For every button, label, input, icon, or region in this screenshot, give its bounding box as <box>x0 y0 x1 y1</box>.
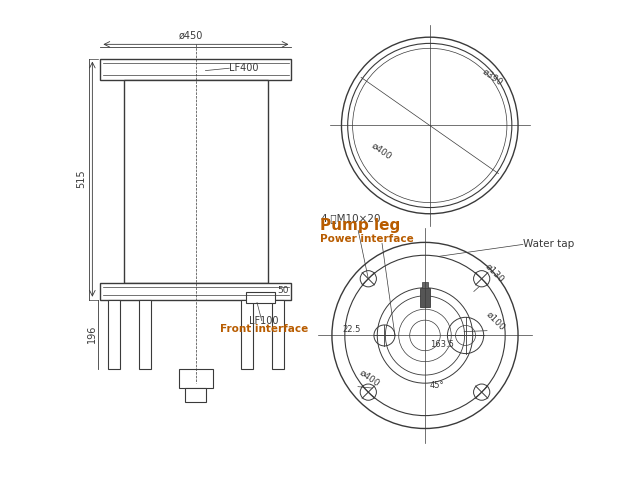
Text: 4-孔M10×20: 4-孔M10×20 <box>320 213 381 223</box>
Text: ø130: ø130 <box>483 262 506 284</box>
Text: Front interface: Front interface <box>220 324 308 334</box>
Text: LF100: LF100 <box>250 316 279 326</box>
Text: Water tap: Water tap <box>523 239 574 249</box>
Circle shape <box>342 37 518 214</box>
Text: ø400: ø400 <box>370 141 394 161</box>
Circle shape <box>332 242 518 429</box>
Bar <box>100 59 291 80</box>
Text: Power interface: Power interface <box>320 234 413 244</box>
Text: 50: 50 <box>277 286 289 295</box>
Text: LF400: LF400 <box>229 63 259 73</box>
Bar <box>272 300 284 369</box>
Bar <box>246 292 275 302</box>
Text: 515: 515 <box>76 170 86 189</box>
Bar <box>422 282 428 288</box>
Bar <box>241 300 253 369</box>
Bar <box>139 300 150 369</box>
Bar <box>124 80 268 283</box>
Text: 22.5: 22.5 <box>342 325 360 334</box>
Bar <box>420 288 430 307</box>
Text: ø400: ø400 <box>358 368 381 389</box>
Text: ø390: ø390 <box>481 67 505 88</box>
Text: ø450: ø450 <box>179 31 204 41</box>
Text: 45°: 45° <box>430 381 444 390</box>
Text: Pump leg: Pump leg <box>320 218 400 233</box>
Bar <box>179 369 213 388</box>
Bar <box>100 283 291 300</box>
Text: 196: 196 <box>87 325 97 343</box>
Bar <box>108 300 120 369</box>
Bar <box>186 388 207 402</box>
Text: ø100: ø100 <box>484 310 507 333</box>
Text: 163.5: 163.5 <box>430 340 454 349</box>
